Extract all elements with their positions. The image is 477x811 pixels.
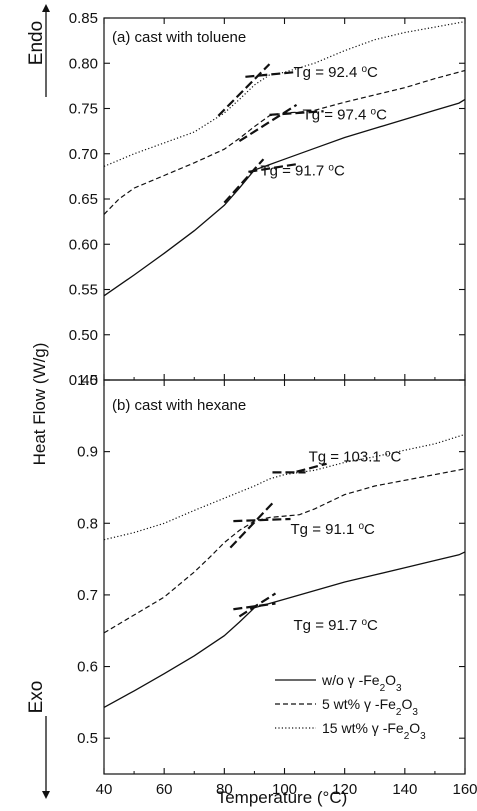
tangent-line <box>238 103 298 143</box>
series-line-dashed <box>103 69 466 215</box>
legend-label: 15 wt% γ -Fe2O3 <box>322 720 426 742</box>
tangent-line <box>217 63 271 117</box>
y-tick-label: 0.8 <box>77 515 98 532</box>
tangent-line <box>269 110 324 116</box>
y-tick-label: 0.65 <box>69 191 98 208</box>
y-tick-label: 0.55 <box>69 282 98 299</box>
x-tick-label: 140 <box>392 781 417 798</box>
x-tick-label: 120 <box>332 781 357 798</box>
series-line-dotted <box>103 433 466 541</box>
y-tick-label: 0.75 <box>69 101 98 118</box>
tg-annotation: Tg = 103.1 oC <box>309 448 402 466</box>
y-tick-label: 1.0 <box>77 372 98 389</box>
legend-label: 5 wt% γ -Fe2O3 <box>322 696 418 718</box>
endo-label: Endo <box>26 21 47 65</box>
y-tick-label: 0.9 <box>77 444 98 461</box>
y-tick-label: 0.45 <box>69 372 98 389</box>
legend-label: w/o γ -Fe2O3 <box>321 672 402 694</box>
y-tick-label: 0.70 <box>69 146 98 163</box>
exo-label: Exo <box>26 681 47 714</box>
series-line-solid <box>103 551 466 708</box>
x-tick-label: 60 <box>156 781 173 798</box>
tg-annotation: Tg = 97.4 oC <box>303 106 388 124</box>
tg-annotation: Tg = 91.7 oC <box>260 162 345 180</box>
tangent-line <box>229 502 274 549</box>
panel-b-frame <box>103 379 466 775</box>
tangent-line <box>233 602 276 611</box>
tg-annotation: Tg = 91.7 oC <box>294 617 379 635</box>
series-line-solid <box>103 98 466 297</box>
y-tick-label: 0.60 <box>69 236 98 253</box>
y-tick-label: 0.50 <box>69 327 98 344</box>
x-tick-label: 80 <box>216 781 233 798</box>
y-tick-label: 0.80 <box>69 55 98 72</box>
panel-a-label: (a) cast with toluene <box>112 29 246 46</box>
x-tick-label: 40 <box>96 781 113 798</box>
x-tick-label: 100 <box>272 781 297 798</box>
tangent-line <box>233 517 291 523</box>
x-axis-title: Temperature (°C) <box>217 788 348 807</box>
y-tick-label: 0.7 <box>77 587 98 604</box>
y-tick-label: 0.5 <box>77 730 98 747</box>
y-tick-label: 0.6 <box>77 659 98 676</box>
x-tick-label: 160 <box>452 781 477 798</box>
tg-annotation: Tg = 92.4 oC <box>294 63 379 81</box>
tangent-line <box>248 162 300 173</box>
y-tick-label: 0.85 <box>69 10 98 27</box>
tangent-line <box>245 71 294 78</box>
panel-b-hexane: 40 60 80 100 120 140 160 0.5 0.6 0.7 0.8 0.9 1.0 (b)… <box>77 372 477 798</box>
y-axis-title: Heat Flow (W/g) <box>30 343 49 466</box>
panel-a-toluene: 0.45 0.50 0.55 0.60 0.65 0.70 0.75 0.80 0.85 (a)… <box>69 10 466 389</box>
tangent-line <box>223 158 265 204</box>
series-line-dotted <box>103 21 466 167</box>
series-line-dashed <box>103 468 466 634</box>
tangent-line <box>296 462 327 473</box>
tangent-line <box>238 592 277 618</box>
tg-annotation: Tg = 91.1 oC <box>291 521 376 539</box>
panel-b-label: (b) cast with hexane <box>112 397 246 414</box>
